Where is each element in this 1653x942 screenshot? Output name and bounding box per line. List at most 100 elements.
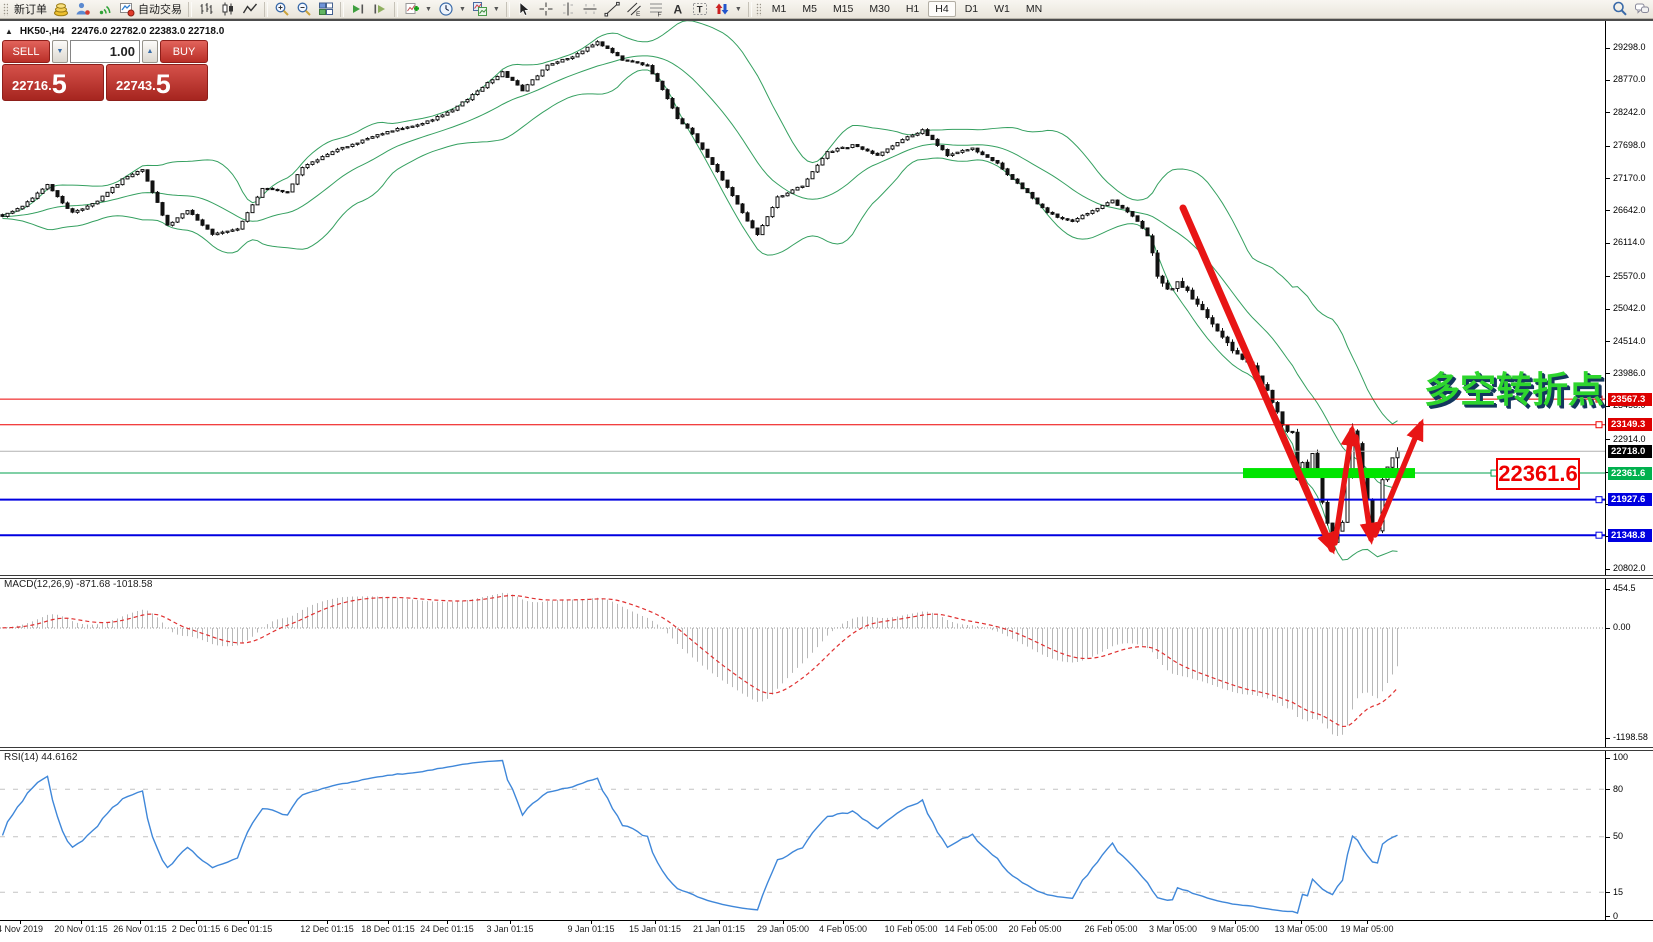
volume-decrease-button[interactable]: ▼ — [52, 40, 68, 63]
rsi-axis-label: 0 — [1613, 910, 1619, 921]
rsi-axis-label: 50 — [1613, 831, 1624, 842]
time-tick — [248, 920, 249, 924]
chart-shift-icon[interactable] — [369, 1, 391, 18]
horizontal-line-icon[interactable] — [579, 1, 601, 18]
crosshair-icon[interactable] — [535, 1, 557, 18]
sell-button[interactable]: SELL — [2, 40, 50, 63]
price-tick-label: 24514.0 — [1613, 335, 1646, 346]
time-label: 6 Dec 01:15 — [223, 924, 273, 934]
support-highlight-band — [1243, 468, 1415, 479]
rsi-axis-label: 80 — [1613, 783, 1624, 794]
time-tick — [719, 920, 720, 924]
templates-icon[interactable]: ▼ — [469, 1, 503, 18]
time-label: 2 Dec 01:15 — [171, 924, 221, 934]
collapse-trade-panel-icon[interactable] — [5, 26, 13, 37]
price-tick-label: 27698.0 — [1613, 140, 1646, 151]
level-handle — [1595, 496, 1603, 504]
time-tick — [911, 920, 912, 924]
search-icon[interactable] — [1609, 1, 1631, 18]
time-tick — [1367, 920, 1368, 924]
macd-axis-label: 454.5 — [1613, 583, 1636, 593]
timeframe-m1-button[interactable]: M1 — [771, 3, 787, 15]
new-order-button[interactable]: 新订单 — [14, 4, 47, 16]
time-tick — [81, 920, 82, 924]
axis-tick — [1606, 916, 1610, 917]
time-label: 29 Jan 05:00 — [756, 924, 810, 934]
time-tick — [1173, 920, 1174, 924]
price-tick-label: 25570.0 — [1613, 270, 1646, 281]
vertical-line-icon[interactable] — [557, 1, 579, 18]
volume-input[interactable] — [70, 40, 140, 63]
chat-icon[interactable] — [1631, 1, 1653, 18]
timeframe-h1-button[interactable]: H1 — [905, 3, 920, 15]
zoom-in-icon[interactable] — [271, 1, 293, 18]
timeframe-m15-button[interactable]: M15 — [832, 3, 854, 15]
signals-icon[interactable] — [94, 1, 116, 18]
timeframe-w1-button[interactable]: W1 — [994, 3, 1010, 15]
text-label-icon[interactable]: T — [689, 1, 711, 18]
cursor-icon[interactable] — [513, 1, 535, 18]
timeframe-mn-button[interactable]: MN — [1025, 3, 1043, 15]
buy-button[interactable]: BUY — [160, 40, 208, 63]
chart-window-frame — [0, 19, 1653, 21]
price-badge: 22718.0 — [1608, 444, 1652, 458]
svg-text:F: F — [657, 12, 661, 18]
rsi-axis-label: 100 — [1613, 752, 1629, 762]
bar-chart-icon[interactable] — [195, 1, 217, 18]
chart-title: HK50-,H4 22476.0 22782.0 22383.0 22718.0 — [5, 26, 224, 37]
fibonacci-icon[interactable]: F — [645, 1, 667, 18]
time-label: 19 Mar 05:00 — [1340, 924, 1394, 934]
macd-pane-divider[interactable] — [0, 575, 1653, 579]
symbol-period-label: HK50-,H4 — [19, 26, 65, 37]
tile-windows-icon[interactable] — [315, 1, 337, 18]
autotrading-button[interactable]: 自动交易 — [116, 1, 185, 18]
toolbar-separator — [505, 1, 510, 17]
volume-increase-button[interactable]: ▲ — [142, 40, 158, 63]
auto-scroll-icon[interactable] — [347, 1, 369, 18]
arrows-icon[interactable]: ▼ — [711, 1, 745, 18]
time-label: 26 Nov 01:15 — [113, 924, 167, 934]
price-tick-label: 26642.0 — [1613, 204, 1646, 215]
periods-icon[interactable]: ▼ — [435, 1, 469, 18]
time-label: 24 Dec 01:15 — [420, 924, 474, 934]
equidistant-channel-icon[interactable]: E — [623, 1, 645, 18]
time-tick — [196, 920, 197, 924]
axis-tick — [1606, 405, 1610, 407]
toolbar-grip[interactable] — [755, 2, 761, 16]
axis-tick — [1606, 737, 1610, 739]
timeframe-h4-button[interactable]: H4 — [928, 1, 956, 17]
text-icon[interactable]: A — [667, 1, 689, 18]
turning-point-annotation[interactable]: 多空转折点 — [1424, 369, 1605, 410]
rsi-pane-divider[interactable] — [0, 747, 1653, 751]
macd-signal-line — [2, 594, 1398, 728]
sell-price[interactable]: 22716. 5 — [2, 64, 104, 101]
axis-tick — [1606, 568, 1610, 570]
candlestick-chart-icon[interactable] — [217, 1, 239, 18]
indicators-icon[interactable]: ▼ — [401, 1, 435, 18]
axis-tick — [1606, 439, 1610, 441]
sell-price-pips: 5 — [51, 69, 67, 99]
support-price-label[interactable]: 22361.6 — [1496, 458, 1580, 490]
publisher-icon[interactable] — [72, 1, 94, 18]
macd-axis-label: -1198.58 — [1613, 732, 1648, 742]
line-chart-icon[interactable] — [239, 1, 261, 18]
timeframe-m30-button[interactable]: M30 — [869, 3, 890, 15]
price-axis[interactable]: 29298.0 28770.0 28242.0 27698.0 27170.0 26642… — [1605, 21, 1653, 921]
timeframe-d1-button[interactable]: D1 — [964, 3, 979, 15]
buy-price[interactable]: 22743. 5 — [106, 64, 208, 101]
time-tick — [1111, 920, 1112, 924]
funds-icon[interactable] — [50, 1, 72, 18]
svg-text:E: E — [636, 11, 641, 17]
ohlc-values: 22476.0 22782.0 22383.0 22718.0 — [71, 26, 225, 37]
zoom-out-icon[interactable] — [293, 1, 315, 18]
axis-tick — [1606, 145, 1610, 147]
time-tick — [783, 920, 784, 924]
price-tick-label: 28242.0 — [1613, 106, 1646, 117]
trendline-icon[interactable] — [601, 1, 623, 18]
rsi-line — [1, 759, 1398, 914]
one-click-trading-panel: SELL ▼ ▲ BUY 22716. 5 22743. 5 — [2, 40, 208, 101]
toolbar-grip[interactable] — [3, 2, 8, 16]
toolbar-separator — [747, 1, 752, 17]
timeframe-m5-button[interactable]: M5 — [802, 3, 817, 15]
